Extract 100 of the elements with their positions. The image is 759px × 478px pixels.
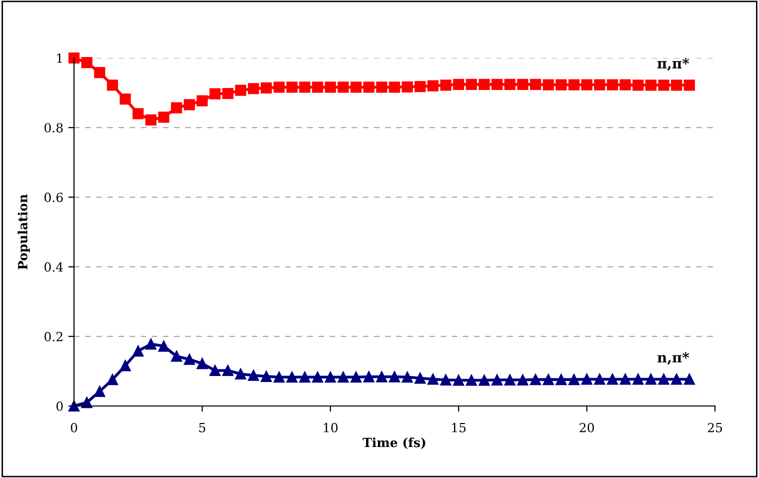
point xyxy=(556,79,567,90)
point xyxy=(81,396,92,408)
point xyxy=(632,374,644,385)
point xyxy=(260,370,272,382)
point xyxy=(427,80,439,92)
point xyxy=(376,371,388,382)
point xyxy=(581,79,592,90)
point xyxy=(620,79,631,90)
point xyxy=(132,108,144,120)
point xyxy=(209,364,221,376)
point xyxy=(350,372,362,383)
point xyxy=(492,78,503,90)
point xyxy=(414,372,426,384)
point xyxy=(338,372,349,383)
point xyxy=(324,372,336,383)
point xyxy=(556,374,567,386)
point xyxy=(466,374,477,386)
point xyxy=(594,374,606,385)
point xyxy=(299,82,310,93)
point xyxy=(286,372,298,383)
y-tick-label: 0.6 xyxy=(44,192,63,202)
y-tick-label: 0.4 xyxy=(44,262,63,272)
point xyxy=(492,374,503,386)
point xyxy=(440,374,452,386)
point xyxy=(68,400,80,412)
point xyxy=(145,338,156,350)
point xyxy=(312,82,324,93)
point xyxy=(350,82,362,93)
point xyxy=(414,80,426,92)
point xyxy=(530,78,542,90)
point xyxy=(274,82,285,93)
point xyxy=(286,82,298,93)
point xyxy=(645,374,656,385)
point xyxy=(184,99,195,110)
point xyxy=(120,360,131,372)
point xyxy=(324,82,336,93)
point xyxy=(658,80,670,91)
point xyxy=(209,88,221,100)
point xyxy=(542,374,554,386)
point xyxy=(248,83,260,94)
series-label: n,π* xyxy=(657,352,690,365)
point xyxy=(504,78,516,90)
point xyxy=(388,82,400,93)
point xyxy=(106,374,118,386)
point xyxy=(606,374,618,385)
point xyxy=(158,112,170,123)
point xyxy=(388,371,400,382)
point xyxy=(504,374,516,386)
point xyxy=(106,80,118,91)
x-tick-label: 25 xyxy=(708,422,722,432)
x-tick-label: 15 xyxy=(452,422,466,432)
point xyxy=(645,80,656,91)
y-tick-label: 1 xyxy=(57,53,62,63)
point xyxy=(670,80,682,91)
y-axis-title: Population xyxy=(18,194,30,270)
point xyxy=(632,80,644,91)
point xyxy=(171,350,182,362)
point xyxy=(171,102,182,114)
point xyxy=(453,78,464,90)
point xyxy=(620,374,631,385)
y-tick-label: 0 xyxy=(56,401,63,411)
y-tick-label: 0.8 xyxy=(44,123,63,133)
point xyxy=(402,372,413,383)
series-label: π,π* xyxy=(657,58,690,71)
point xyxy=(338,82,349,93)
point xyxy=(478,78,490,90)
point xyxy=(684,80,695,91)
point xyxy=(684,374,695,385)
point xyxy=(274,372,285,383)
point xyxy=(594,79,606,90)
point xyxy=(196,358,208,370)
point xyxy=(184,354,195,365)
point xyxy=(478,374,490,386)
point xyxy=(235,84,246,96)
point xyxy=(466,78,477,90)
point xyxy=(222,364,234,376)
point xyxy=(132,345,144,357)
point xyxy=(402,81,413,92)
point xyxy=(235,368,246,380)
point xyxy=(68,52,80,64)
point xyxy=(158,340,170,352)
point xyxy=(568,79,580,90)
point xyxy=(260,82,272,94)
point xyxy=(94,386,106,397)
x-tick-label: 20 xyxy=(580,422,594,432)
point xyxy=(658,374,670,385)
y-tick-label: 0.2 xyxy=(44,332,62,342)
point xyxy=(670,374,682,385)
point xyxy=(94,67,106,78)
point xyxy=(568,374,580,386)
point xyxy=(542,79,554,90)
point xyxy=(363,371,374,382)
point xyxy=(248,370,260,381)
point xyxy=(312,372,324,383)
x-tick-label: 5 xyxy=(199,423,206,432)
point xyxy=(581,374,592,385)
point xyxy=(530,374,542,386)
point xyxy=(81,56,92,68)
point xyxy=(120,94,131,105)
x-tick-label: 0 xyxy=(70,422,78,432)
